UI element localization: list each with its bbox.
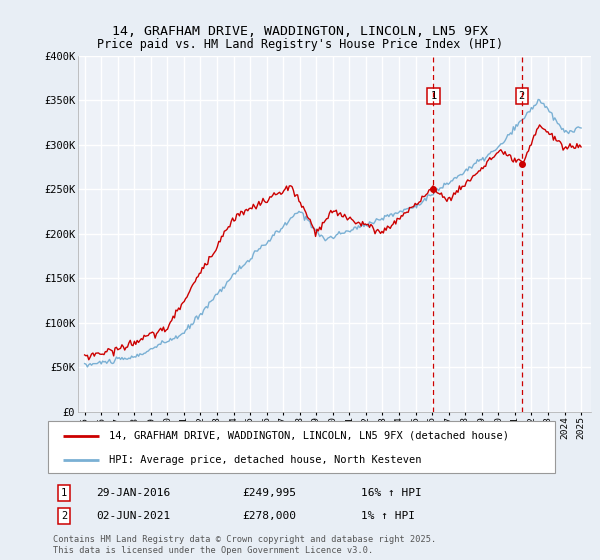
Text: 1: 1 (430, 91, 437, 101)
Text: 1: 1 (61, 488, 67, 498)
Text: £278,000: £278,000 (242, 511, 296, 521)
Text: 2: 2 (519, 91, 525, 101)
Text: Contains HM Land Registry data © Crown copyright and database right 2025.
This d: Contains HM Land Registry data © Crown c… (53, 535, 437, 554)
Text: 14, GRAFHAM DRIVE, WADDINGTON, LINCOLN, LN5 9FX: 14, GRAFHAM DRIVE, WADDINGTON, LINCOLN, … (112, 25, 488, 38)
Text: Price paid vs. HM Land Registry's House Price Index (HPI): Price paid vs. HM Land Registry's House … (97, 38, 503, 51)
Text: 14, GRAFHAM DRIVE, WADDINGTON, LINCOLN, LN5 9FX (detached house): 14, GRAFHAM DRIVE, WADDINGTON, LINCOLN, … (109, 431, 509, 441)
Text: HPI: Average price, detached house, North Kesteven: HPI: Average price, detached house, Nort… (109, 455, 421, 465)
Text: 1% ↑ HPI: 1% ↑ HPI (361, 511, 415, 521)
Text: £249,995: £249,995 (242, 488, 296, 498)
Text: 16% ↑ HPI: 16% ↑ HPI (361, 488, 422, 498)
FancyBboxPatch shape (48, 421, 555, 473)
Text: 29-JAN-2016: 29-JAN-2016 (97, 488, 171, 498)
Text: 02-JUN-2021: 02-JUN-2021 (97, 511, 171, 521)
Text: 2: 2 (61, 511, 67, 521)
